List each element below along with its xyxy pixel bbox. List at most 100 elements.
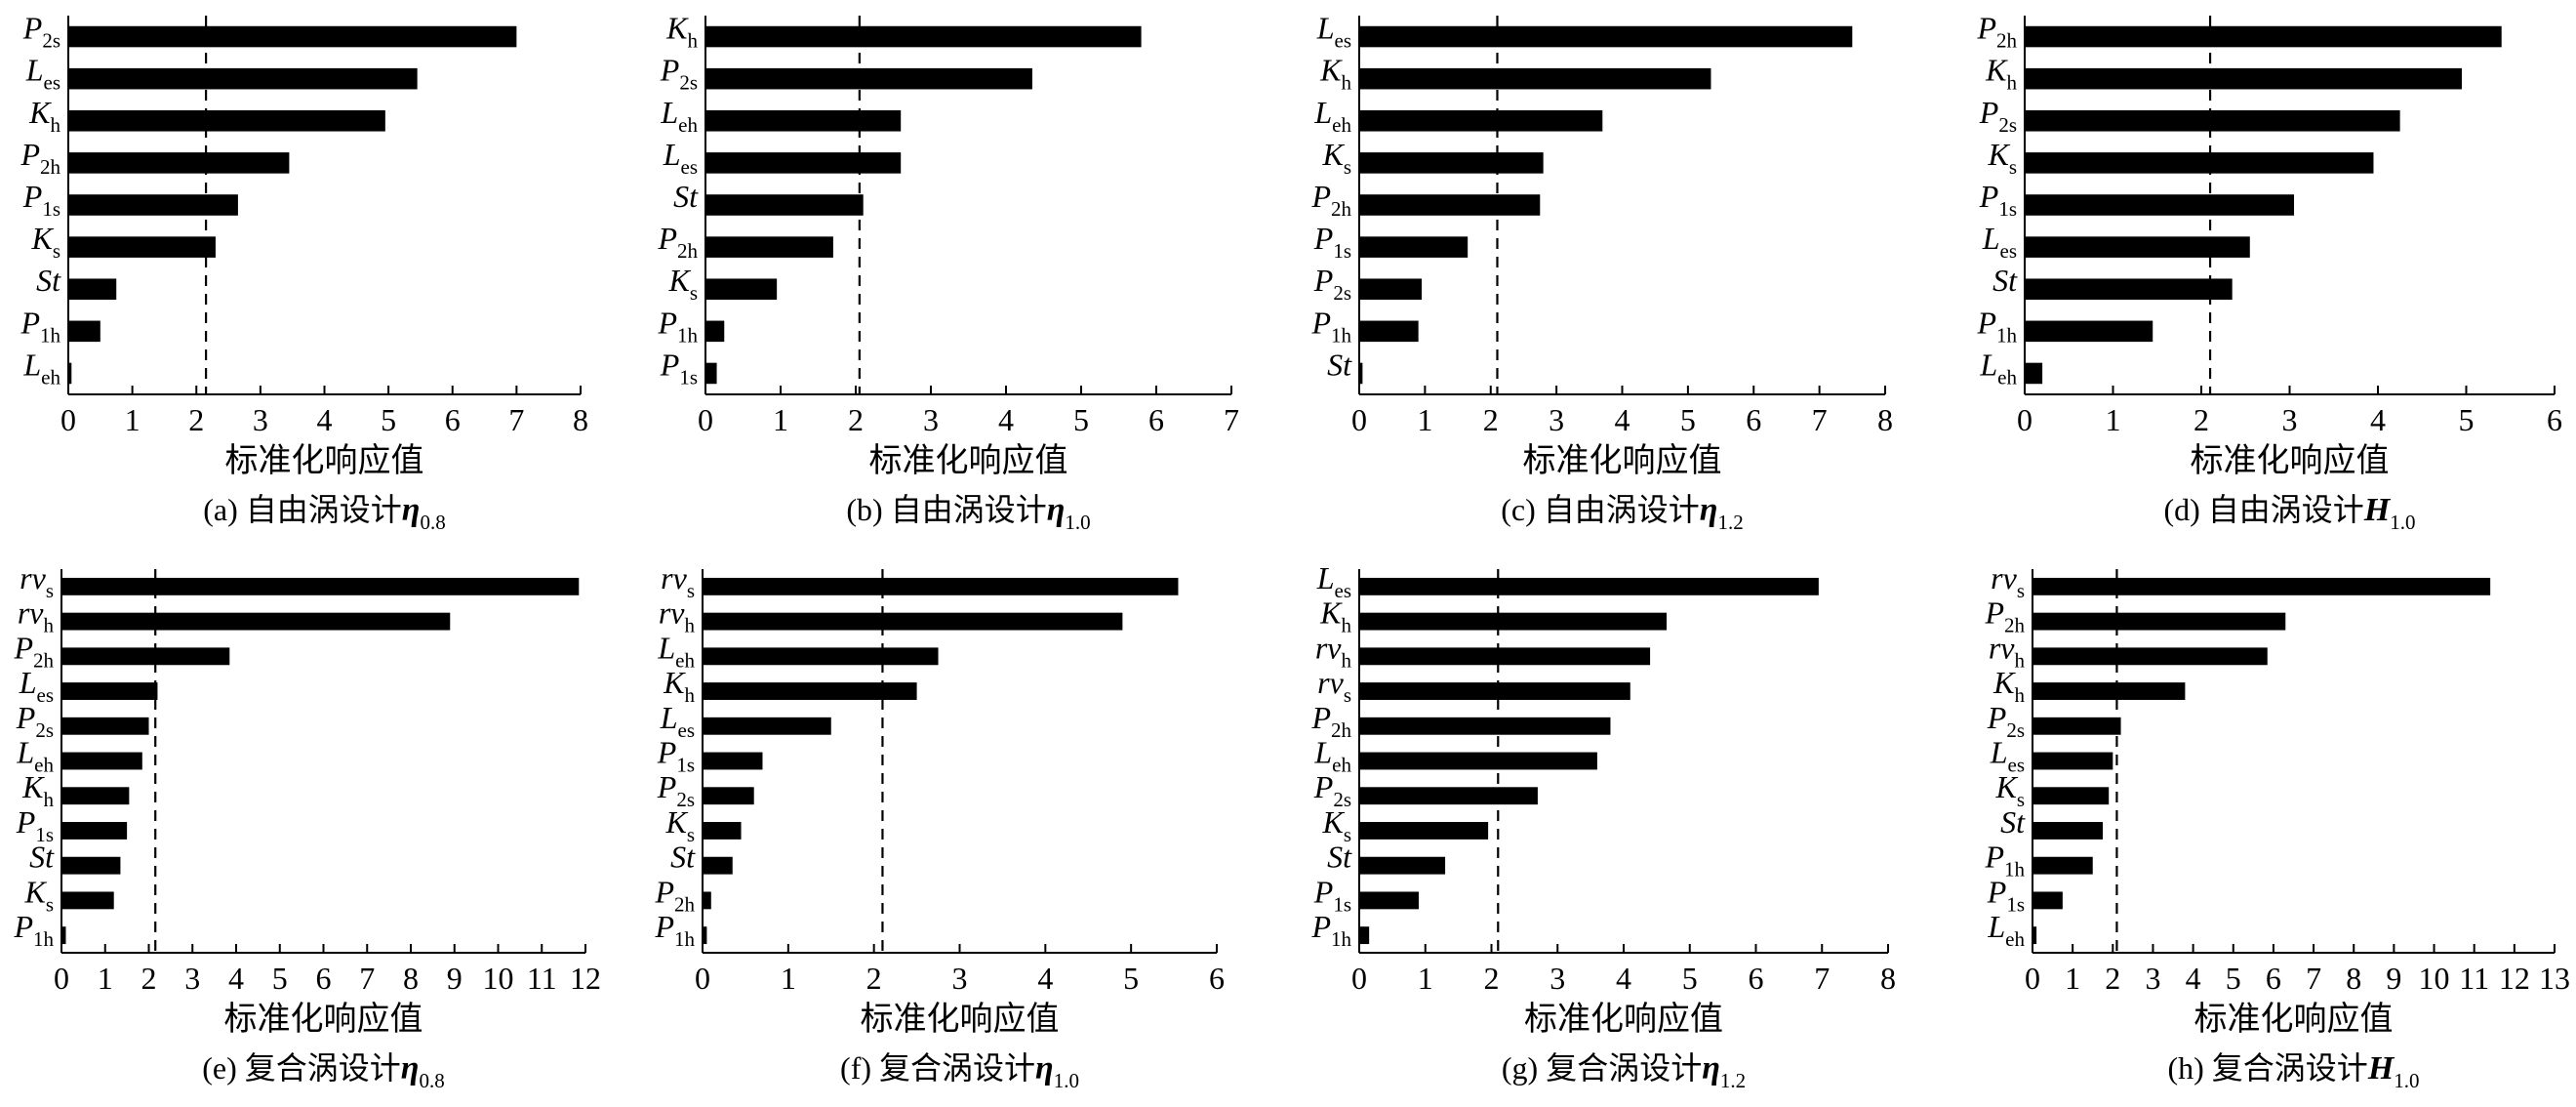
category-label: Kh [665,11,698,53]
x-tick-label: 4 [998,402,1014,437]
bar [61,717,149,735]
x-tick-label: 3 [952,961,968,996]
category-label: Leh [1979,347,2017,389]
x-tick-label: 10 [483,961,514,996]
x-tick-label: 9 [447,961,463,996]
bar [68,67,418,90]
category-label: P1h [1984,840,2025,882]
x-axis-label: 标准化响应值 [869,442,1068,479]
bar [2033,822,2104,840]
category-label: St [36,263,61,298]
category-label: Les [663,137,698,179]
bar [1359,25,1853,48]
category-label: Leh [1313,735,1351,777]
bar [705,362,717,385]
bar [2025,320,2153,343]
bar [1359,856,1446,875]
category-label: Kh [1985,53,2017,95]
x-tick-label: 0 [1351,402,1367,437]
category-label: P1s [657,735,695,777]
category-label: P1h [13,909,54,951]
category-label: P2h [1976,11,2017,53]
bar [68,194,238,216]
x-tick-label: 6 [1749,961,1764,996]
category-label: Kh [1992,665,2025,707]
category-label: rvs [1317,665,1351,707]
category-label: P1s [22,179,60,221]
bar [1359,320,1419,343]
category-label: St [1992,263,2018,298]
category-label: Kh [1319,53,1351,95]
x-tick-label: 4 [317,402,333,437]
bar [68,110,385,132]
x-tick-label: 4 [1037,961,1053,996]
category-label: St [1327,347,1352,382]
category-label: P2s [1313,769,1351,811]
x-tick-label: 6 [1148,402,1164,437]
category-label: Leh [660,95,698,137]
category-label: Les [1982,221,2017,263]
bar [2025,110,2400,132]
category-label: St [670,840,696,875]
x-tick-label: 5 [1123,961,1139,996]
x-tick-label: 6 [1209,961,1225,996]
bar [1359,67,1711,90]
bar [1359,278,1423,300]
x-tick-label: 1 [2065,961,2080,996]
category-label: P1s [16,804,54,846]
x-tick-label: 1 [2106,402,2121,437]
bar [2033,717,2121,735]
panel-caption: (b) 自由涡设计η1.0 [846,492,1090,534]
panel-caption: (h) 复合涡设计H1.0 [2167,1050,2419,1092]
x-tick-label: 5 [381,402,396,437]
category-label: rvs [661,560,695,602]
category-label: Les [1316,560,1351,602]
x-tick-label: 4 [2186,961,2201,996]
x-tick-label: 7 [1814,961,1830,996]
category-label: P1s [1979,179,2017,221]
category-label: Les [660,700,695,742]
bar [2033,612,2286,631]
bar [1359,152,1544,174]
category-label: Leh [16,735,54,777]
category-label: Les [19,665,54,707]
x-tick-label: 2 [141,961,157,996]
category-label: P2s [660,53,698,95]
category-label: Ks [1321,804,1351,846]
x-tick-label: 2 [188,402,204,437]
bar [68,152,290,174]
category-label: P2h [13,630,54,672]
category-label: Ks [23,874,54,916]
category-label: P1h [657,305,698,347]
x-tick-label: 1 [1417,402,1432,437]
category-label: P1s [1313,221,1351,263]
x-tick-label: 3 [923,402,939,437]
x-tick-label: 8 [1880,961,1896,996]
category-label: St [29,840,55,875]
x-tick-label: 3 [2282,402,2298,437]
bar [2033,787,2110,805]
category-label: Kh [1319,595,1351,637]
x-tick-label: 5 [1680,402,1696,437]
x-axis-label: 标准化响应值 [224,1001,423,1038]
category-label: St [2000,804,2026,840]
x-tick-label: 12 [2499,961,2530,996]
bar [1359,787,1538,805]
category-label: St [1327,840,1352,875]
category-label: rvh [1315,630,1352,672]
bar [2033,891,2063,910]
bar [1359,110,1603,132]
bar [1359,612,1668,631]
x-tick-label: 5 [1073,402,1089,437]
bar [703,891,711,910]
panel-caption: (c) 自由涡设计η1.2 [1501,492,1743,534]
x-tick-label: 8 [573,402,588,437]
x-axis-label: 标准化响应值 [2194,1001,2394,1038]
category-label: P2s [22,11,60,53]
x-axis-label: 标准化响应值 [861,1001,1060,1038]
